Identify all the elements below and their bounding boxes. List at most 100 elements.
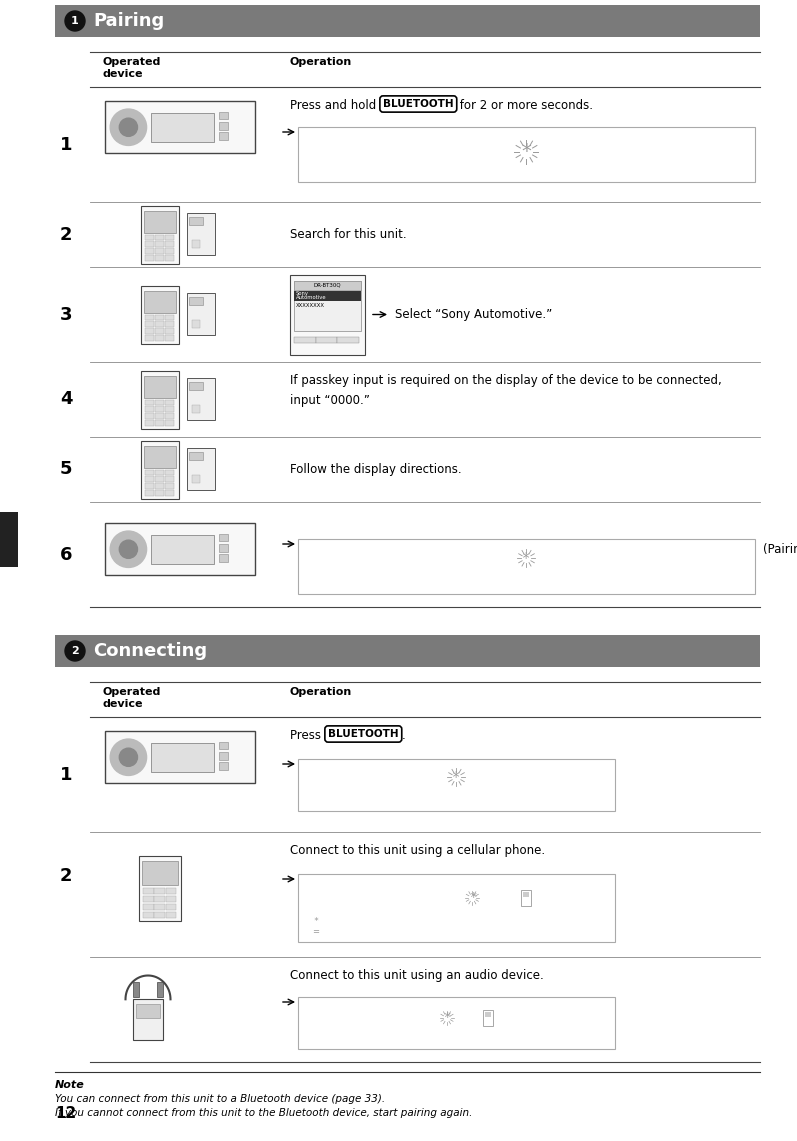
Bar (141, 205, 179, 264)
Bar (151, 113, 214, 141)
Bar (133, 1000, 163, 1041)
Circle shape (110, 739, 147, 776)
Bar (145, 322, 155, 326)
Text: Note: Note (55, 1081, 84, 1090)
Bar (155, 896, 165, 901)
Bar (192, 405, 200, 413)
Bar (155, 904, 165, 909)
Bar (144, 375, 176, 397)
Bar (155, 235, 164, 240)
Text: Connect to this unit using a cellular phone.: Connect to this unit using a cellular ph… (290, 844, 545, 857)
Bar (521, 890, 532, 906)
Bar (165, 399, 175, 405)
Bar (290, 275, 365, 355)
Bar (157, 982, 163, 997)
Bar (145, 469, 155, 475)
Bar (294, 281, 361, 290)
Bar (337, 337, 359, 343)
Text: Automotive: Automotive (296, 296, 327, 300)
Text: *: * (520, 141, 532, 161)
Bar (155, 491, 164, 495)
Bar (145, 235, 155, 240)
Bar (165, 406, 175, 412)
Bar (155, 249, 164, 253)
Text: Connect to this unit using an audio device.: Connect to this unit using an audio devi… (290, 969, 544, 982)
Bar (155, 888, 165, 895)
Bar (165, 420, 175, 426)
Bar (165, 491, 175, 495)
Bar (166, 912, 176, 917)
Bar (165, 256, 175, 260)
Bar (218, 112, 228, 120)
Bar (294, 337, 316, 343)
Bar (483, 1010, 493, 1026)
Bar (145, 256, 155, 260)
Bar (145, 399, 155, 405)
Bar (145, 329, 155, 333)
Bar (145, 477, 155, 482)
Bar (141, 440, 179, 499)
Text: Select “Sony Automotive.”: Select “Sony Automotive.” (395, 308, 552, 321)
Bar (218, 742, 228, 750)
Bar (144, 445, 176, 468)
Bar (316, 337, 337, 343)
Text: Operated
device: Operated device (103, 687, 161, 710)
Text: Press: Press (290, 729, 324, 742)
Text: *: * (469, 891, 476, 905)
Text: 6: 6 (60, 545, 73, 564)
Bar (187, 292, 215, 334)
Bar (192, 240, 200, 248)
Bar (218, 555, 228, 563)
Text: 2: 2 (71, 646, 79, 656)
Text: Connecting: Connecting (93, 642, 207, 659)
Bar (155, 335, 164, 341)
Bar (189, 452, 203, 460)
Circle shape (65, 11, 85, 31)
Bar (144, 291, 176, 313)
Bar (155, 420, 164, 426)
Bar (139, 856, 181, 921)
Bar (165, 242, 175, 246)
Bar (218, 762, 228, 770)
Text: *: * (313, 917, 319, 926)
Text: 1: 1 (71, 16, 79, 26)
Bar (218, 122, 228, 130)
Bar (524, 892, 529, 897)
Text: .: . (402, 729, 406, 742)
Text: Pairing: Pairing (93, 13, 164, 30)
Bar (143, 888, 154, 895)
Text: *: * (443, 1011, 451, 1025)
Bar (155, 406, 164, 412)
Bar (155, 469, 164, 475)
Bar (145, 484, 155, 488)
Bar (155, 484, 164, 488)
Bar (165, 413, 175, 419)
Bar (145, 413, 155, 419)
Text: Operated
device: Operated device (103, 57, 161, 80)
Bar (142, 860, 178, 885)
Text: If you cannot connect from this unit to the Bluetooth device, start pairing agai: If you cannot connect from this unit to … (55, 1108, 473, 1118)
Circle shape (65, 641, 85, 661)
Bar (165, 477, 175, 482)
Bar (165, 322, 175, 326)
Text: (Pairing successful): (Pairing successful) (763, 543, 797, 556)
Bar (165, 484, 175, 488)
Bar (155, 413, 164, 419)
Text: Follow the display directions.: Follow the display directions. (290, 463, 461, 476)
Circle shape (120, 119, 138, 137)
Bar (141, 371, 179, 429)
Text: =: = (312, 928, 320, 937)
Bar (218, 544, 228, 552)
Bar (165, 235, 175, 240)
Circle shape (110, 110, 147, 145)
Bar (151, 535, 214, 564)
Bar (165, 469, 175, 475)
Text: If passkey input is required on the display of the device to be connected,: If passkey input is required on the disp… (290, 374, 722, 387)
Bar (55, 5, 760, 37)
Bar (155, 477, 164, 482)
Bar (298, 997, 615, 1049)
Bar (166, 888, 176, 895)
Bar (294, 281, 361, 331)
Bar (144, 210, 176, 233)
Bar (192, 319, 200, 327)
